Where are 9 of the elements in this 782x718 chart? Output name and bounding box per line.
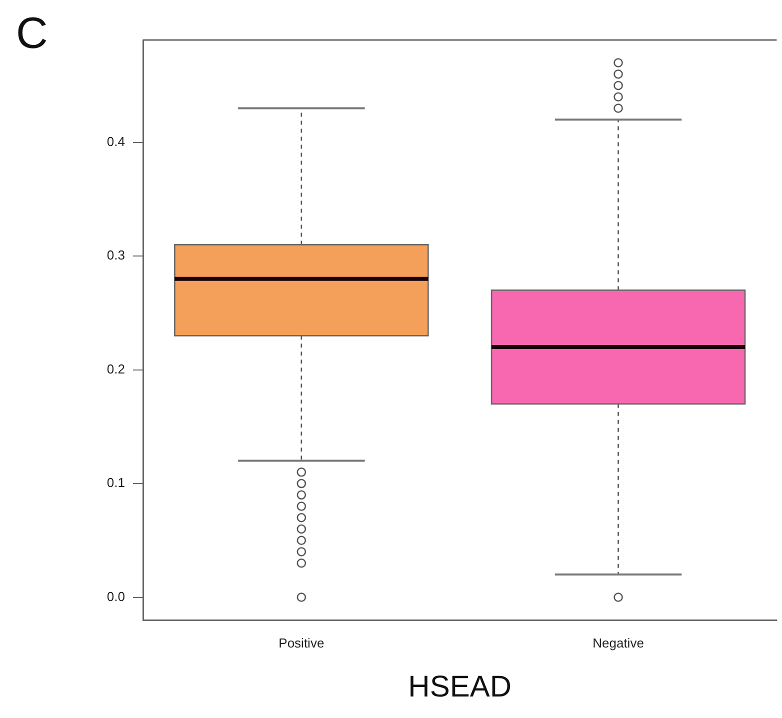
y-tick-label: 0.3 — [106, 248, 125, 263]
x-tick-label: Positive — [278, 635, 324, 650]
x-axis-title: HSEAD — [408, 670, 512, 704]
y-tick-label: 0.0 — [106, 588, 125, 604]
y-tick-label: 0.4 — [106, 134, 125, 149]
chart-title: C — [16, 9, 48, 58]
x-tick-label: Negative — [592, 635, 644, 650]
y-tick-label: 0.2 — [106, 361, 125, 376]
y-tick-label: 0.1 — [106, 475, 125, 490]
